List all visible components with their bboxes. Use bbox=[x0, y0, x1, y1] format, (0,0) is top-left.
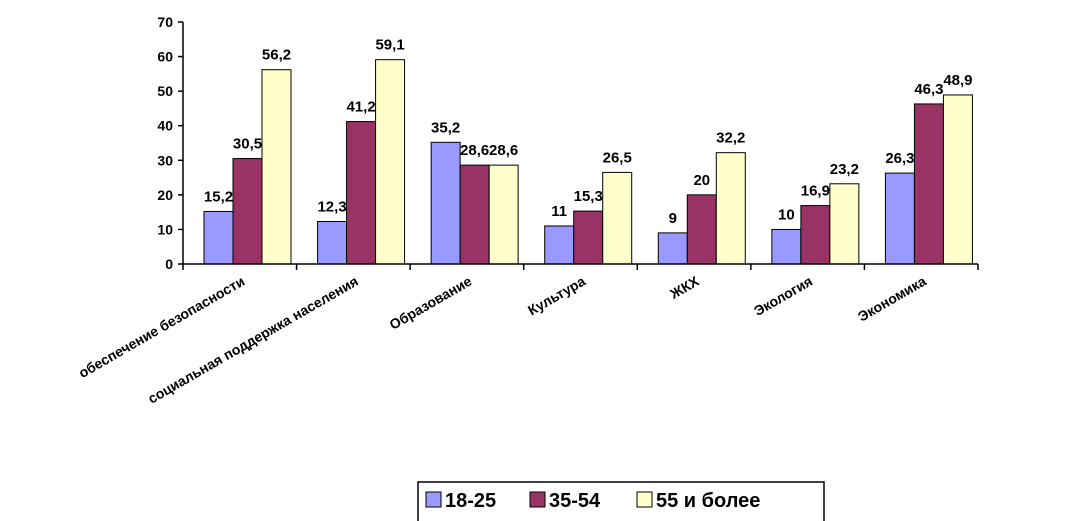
legend-swatch bbox=[529, 491, 546, 508]
data-label: 11 bbox=[551, 203, 567, 220]
legend-label: 55 и более bbox=[656, 490, 760, 512]
y-tick-label: 0 bbox=[165, 256, 173, 272]
y-tick-label: 10 bbox=[157, 221, 173, 237]
bar bbox=[317, 220, 348, 265]
bar bbox=[657, 232, 688, 265]
bar bbox=[459, 164, 490, 265]
legend: 18-25 35-54 55 и более bbox=[417, 481, 825, 521]
category-label: Образование bbox=[387, 273, 475, 333]
data-label: 15,2 bbox=[204, 188, 233, 205]
bar bbox=[800, 205, 831, 265]
data-label: 20 bbox=[693, 172, 710, 189]
data-label: 26,5 bbox=[603, 149, 632, 166]
bar bbox=[573, 210, 604, 265]
bar bbox=[913, 103, 944, 265]
bar bbox=[686, 194, 717, 265]
bar bbox=[884, 172, 915, 265]
data-labels: 15,230,556,212,341,259,135,228,6 28,61115… bbox=[204, 37, 973, 227]
bar bbox=[203, 210, 234, 265]
y-tick-label: 70 bbox=[157, 14, 173, 30]
y-tick-label: 30 bbox=[157, 152, 173, 168]
bar bbox=[544, 225, 575, 265]
data-label: 12,3 bbox=[317, 198, 346, 215]
y-tick-label: 20 bbox=[157, 187, 173, 203]
bar bbox=[715, 152, 746, 265]
data-label: 28,6 bbox=[489, 142, 518, 159]
data-label: 26,3 bbox=[885, 150, 914, 167]
data-label: 46,3 bbox=[914, 81, 943, 98]
y-axis: 0 10 20 30 40 50 60 70 bbox=[157, 14, 184, 272]
data-label: 15,3 bbox=[574, 188, 603, 205]
bar bbox=[488, 164, 519, 265]
legend-label: 35-54 bbox=[549, 490, 601, 512]
data-label: 23,2 bbox=[830, 161, 859, 178]
legend-box bbox=[417, 481, 825, 521]
data-label: 35,2 bbox=[431, 119, 460, 136]
legend-swatch bbox=[425, 491, 442, 508]
category-label: Экономика bbox=[855, 273, 929, 325]
data-label: 41,2 bbox=[346, 99, 375, 116]
bars bbox=[203, 59, 973, 265]
category-label: социальная поддержка населения bbox=[145, 273, 361, 407]
x-axis bbox=[182, 263, 979, 270]
bar bbox=[375, 59, 406, 265]
bar bbox=[602, 171, 633, 265]
bar bbox=[346, 121, 377, 265]
data-label: 56,2 bbox=[262, 47, 291, 64]
y-tick-label: 60 bbox=[157, 49, 173, 65]
bar bbox=[430, 141, 461, 265]
bar bbox=[942, 94, 973, 265]
legend-label: 18-25 bbox=[445, 490, 496, 512]
data-label: 10 bbox=[778, 206, 795, 223]
bar bbox=[261, 69, 292, 265]
data-label: 9 bbox=[669, 210, 677, 227]
data-label: 32,2 bbox=[716, 130, 745, 147]
bar bbox=[771, 228, 802, 265]
category-label: Культура bbox=[525, 273, 588, 319]
data-label: 59,1 bbox=[375, 37, 404, 54]
bar bbox=[232, 158, 263, 265]
data-label: 28,6 bbox=[460, 142, 489, 159]
category-label: Экология bbox=[751, 273, 815, 319]
y-tick-label: 40 bbox=[157, 118, 173, 134]
data-label: 16,9 bbox=[801, 183, 830, 200]
y-tick-label: 50 bbox=[157, 83, 173, 99]
data-label: 48,9 bbox=[943, 72, 972, 89]
category-label: ЖКХ bbox=[666, 272, 702, 302]
legend-swatch bbox=[636, 491, 653, 508]
bar bbox=[829, 183, 860, 265]
data-label: 30,5 bbox=[233, 136, 262, 153]
